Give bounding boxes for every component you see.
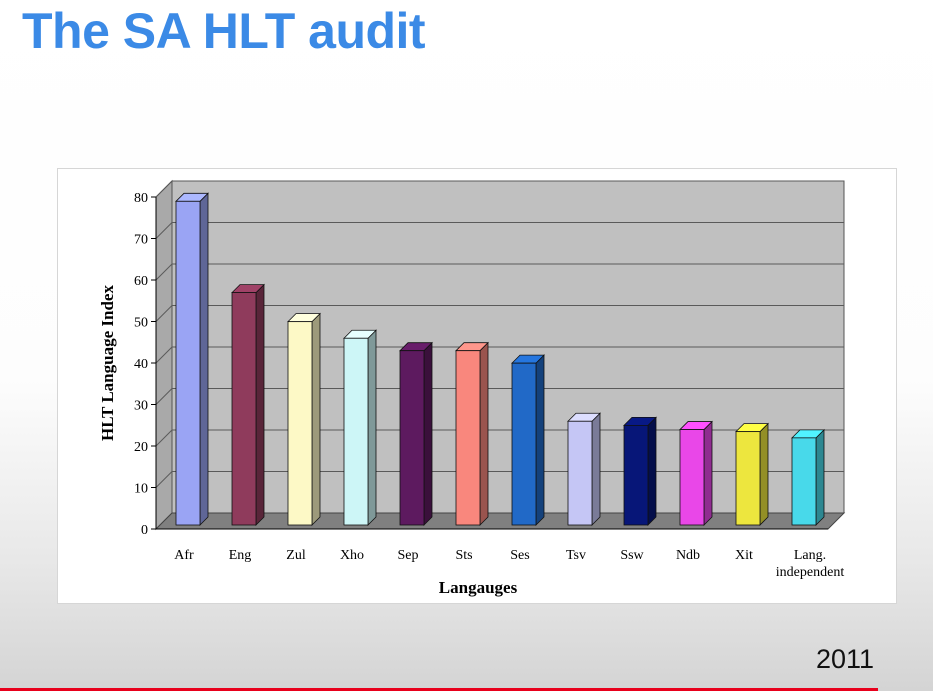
gridline-side	[155, 388, 173, 405]
x-tick-label: Zul	[286, 548, 306, 563]
gridline-side	[155, 305, 173, 322]
bar-side	[535, 354, 545, 526]
bar-side	[255, 283, 265, 526]
bar-side	[591, 412, 601, 526]
bar-side	[703, 420, 713, 526]
bar-side	[815, 428, 825, 526]
bar-side	[647, 416, 657, 526]
y-tick-label: 30	[134, 399, 148, 414]
gridline-side	[155, 429, 173, 447]
x-tick-label: Xho	[340, 548, 364, 563]
gridline-side	[155, 346, 173, 364]
y-tick-label: 20	[134, 440, 148, 455]
gridline-side	[155, 263, 173, 281]
slide-title: The SA HLT audit	[22, 3, 426, 59]
x-tick-label: Afr	[174, 548, 194, 563]
bar-side	[423, 341, 433, 526]
x-tick-label: Tsv	[566, 548, 586, 563]
y-tick-label: 60	[134, 274, 148, 289]
bar	[567, 420, 593, 526]
bar-side	[311, 312, 321, 526]
x-tick-label: Ses	[510, 548, 529, 563]
bar	[287, 321, 313, 526]
y-tick-label: 0	[141, 523, 148, 538]
x-tick-label: Ssw	[620, 548, 644, 563]
x-tick-label: Xit	[735, 548, 753, 563]
x-tick-label: Sts	[455, 548, 472, 563]
bar	[231, 292, 257, 526]
bar-side	[199, 192, 209, 526]
bar	[511, 362, 537, 526]
bar	[343, 337, 369, 526]
y-tick-label: 10	[134, 482, 148, 497]
y-tick-label: 80	[134, 191, 148, 206]
bar	[791, 437, 817, 526]
bar	[623, 424, 649, 526]
bar	[455, 350, 481, 526]
bar-side	[479, 341, 489, 526]
y-tick-label: 40	[134, 357, 148, 372]
x-tick-label: independent	[776, 565, 845, 580]
x-tick-label: Lang.	[794, 548, 826, 563]
x-axis-title: Langauges	[439, 578, 518, 597]
y-tick-label: 70	[134, 233, 148, 248]
bar-chart: 0 10 20 30 40 50 60 70 80 Afr Eng Zul Xho Sep Sts Ses Ts…	[98, 179, 846, 597]
bar	[735, 431, 761, 526]
bar	[175, 200, 201, 526]
x-tick-label: Sep	[398, 548, 419, 563]
x-tick-label: Eng	[229, 548, 252, 563]
y-tick-label: 50	[134, 316, 148, 331]
gridline-side	[155, 222, 173, 239]
chart-frame: 0 10 20 30 40 50 60 70 80 Afr Eng Zul Xho Sep Sts Ses Ts…	[57, 168, 897, 604]
x-tick-label: Ndb	[676, 548, 700, 563]
bottom-rule	[0, 688, 878, 691]
year-label: 2011	[816, 644, 875, 674]
gridline-side	[155, 180, 173, 198]
bar	[679, 429, 705, 526]
bar-side	[367, 329, 377, 526]
gridline-side	[155, 471, 173, 488]
bar-side	[759, 422, 769, 526]
bar	[399, 350, 425, 526]
y-axis-title: HLT Language Index	[98, 285, 117, 441]
